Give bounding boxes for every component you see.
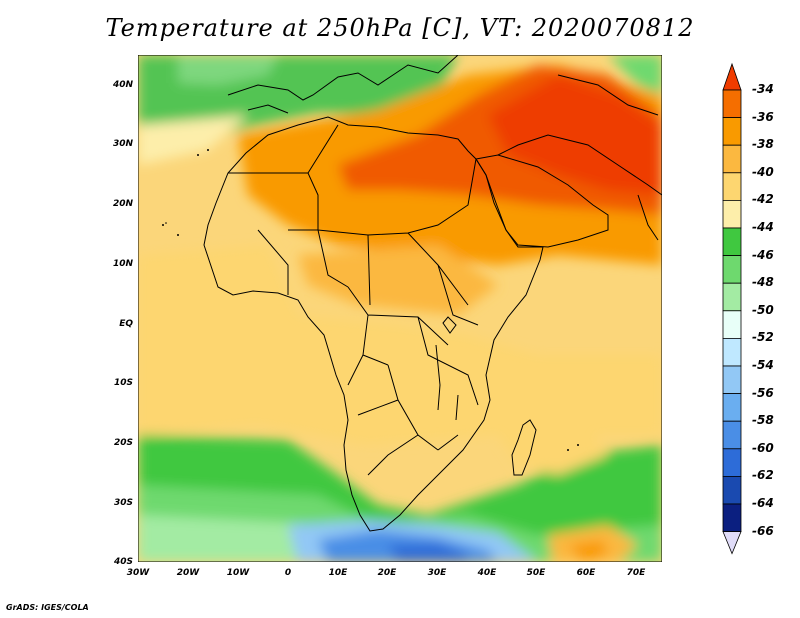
colorbar-cell <box>722 310 742 339</box>
colorbar-cell <box>722 227 742 257</box>
lat-label-30n: 30N <box>112 139 133 149</box>
lon-label-20e: 20E <box>377 568 397 578</box>
colorbar-label: -66 <box>752 523 774 538</box>
lat-label-30s: 30S <box>113 498 133 508</box>
colorbar-cell <box>722 475 742 505</box>
colorbar-label: -34 <box>752 82 774 96</box>
lat-label-40n: 40N <box>112 80 133 90</box>
africa-coastline <box>203 116 544 532</box>
colorbar-label: -58 <box>752 413 774 428</box>
colorbar-label: -38 <box>752 137 774 152</box>
colorbar-bottom-arrow <box>722 531 742 555</box>
colorbar-cell <box>722 365 742 395</box>
lon-label-60e: 60E <box>576 568 596 578</box>
colorbar-label: -50 <box>752 302 774 317</box>
map-title: Temperature at 250hPa [C], VT: 202007081… <box>105 14 695 42</box>
lon-label-10w: 10W <box>226 568 250 578</box>
lon-label-0: 0 <box>284 568 292 578</box>
arabian-peninsula <box>475 154 609 248</box>
lon-label-40e: 40E <box>477 568 497 578</box>
lon-label-10e: 10E <box>328 568 348 578</box>
lat-label-20n: 20N <box>112 199 133 209</box>
colorbar-cell <box>722 117 742 146</box>
lat-label-40s: 40S <box>113 557 133 567</box>
madagascar <box>511 419 537 476</box>
colorbar-cell <box>722 89 742 119</box>
colorbar-label: -56 <box>752 385 774 400</box>
colorbar-cell <box>722 448 742 477</box>
lon-label-20w: 20W <box>176 568 200 578</box>
lat-label-eq: EQ <box>119 319 133 329</box>
credit-label: GrADS: IGES/COLA <box>6 603 89 612</box>
colorbar-cell <box>722 199 742 229</box>
lat-label-10s: 10S <box>113 378 133 388</box>
colorbar-top-arrow <box>722 62 742 91</box>
colorbar-label: -62 <box>752 468 774 483</box>
lon-label-70e: 70E <box>626 568 646 578</box>
colorbar-label: -36 <box>752 109 774 124</box>
colorbar-cell <box>722 172 742 201</box>
field-tropics <box>138 245 662 445</box>
colorbar-cell <box>722 255 742 284</box>
lat-label-20s: 20S <box>113 438 133 448</box>
colorbar-label: -40 <box>752 164 774 179</box>
lat-label-10n: 10N <box>112 259 133 269</box>
islands <box>162 149 579 451</box>
colorbar-label: -60 <box>752 440 774 455</box>
colorbar-cell <box>722 282 742 312</box>
temperature-map <box>138 55 662 562</box>
lon-label-50e: 50E <box>526 568 546 578</box>
lon-label-30e: 30E <box>427 568 447 578</box>
colorbar-label: -46 <box>752 247 774 262</box>
colorbar-cell <box>722 503 742 533</box>
colorbar-label: -48 <box>752 275 774 290</box>
colorbar <box>722 62 742 566</box>
colorbar-cell <box>722 337 742 367</box>
colorbar-cell <box>722 393 742 422</box>
colorbar-cell <box>722 144 742 174</box>
colorbar-label: -52 <box>752 330 774 345</box>
colorbar-label: -64 <box>752 496 774 510</box>
colorbar-label: -44 <box>752 220 774 234</box>
colorbar-label: -42 <box>752 192 774 207</box>
colorbar-cell <box>722 420 742 450</box>
lon-label-30w: 30W <box>126 568 150 578</box>
colorbar-label: -54 <box>752 358 774 372</box>
coastlines <box>203 55 662 532</box>
